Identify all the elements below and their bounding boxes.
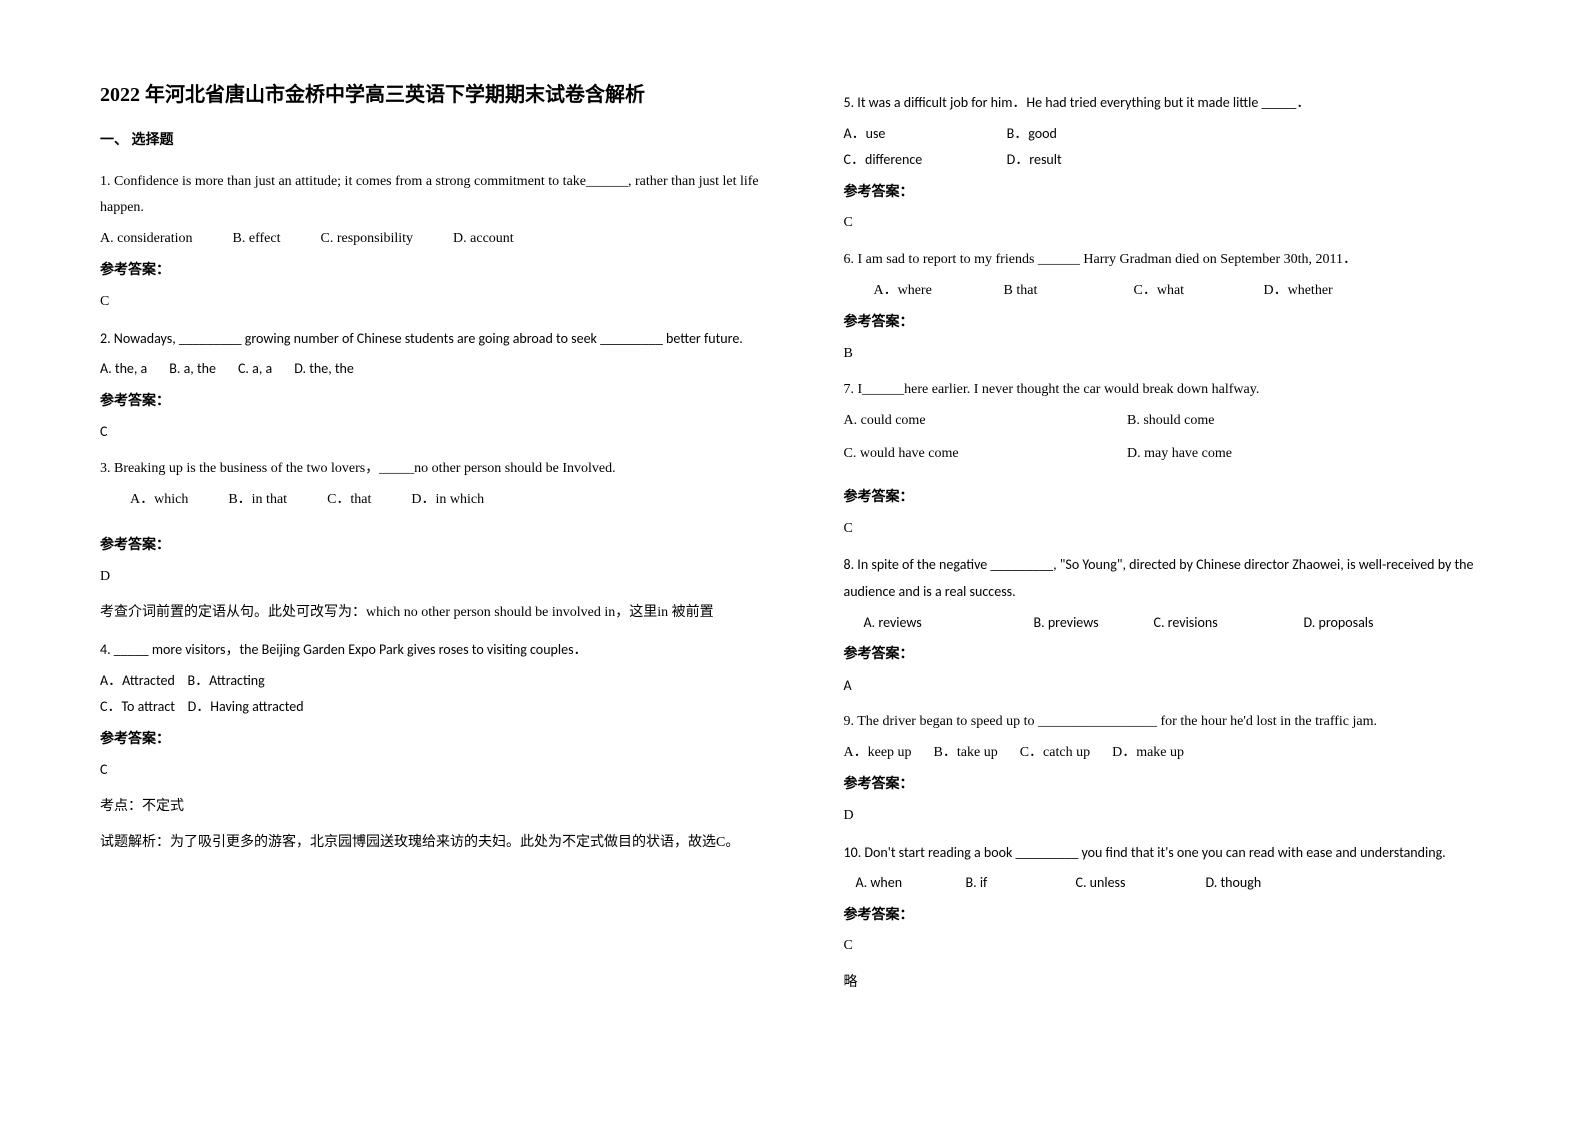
question-5-options-row1: A．use B．good xyxy=(844,121,1528,148)
q6-opt-d: D．whether xyxy=(1264,278,1333,305)
question-4-options-row2: C．To attract D．Having attracted xyxy=(100,694,784,721)
q2-opt-d: D. the, the xyxy=(294,356,354,383)
q6-opt-a: A．where xyxy=(874,278,984,305)
q4-answer: C xyxy=(100,757,784,784)
q2-answer-heading: 参考答案： xyxy=(100,389,784,416)
q10-opt-a: A. when xyxy=(856,870,966,897)
question-3-text: 3. Breaking up is the business of the tw… xyxy=(100,456,784,483)
question-4-text: 4. _____ more visitors，the Beijing Garde… xyxy=(100,637,784,664)
q10-opt-b: B. if xyxy=(966,870,1076,897)
q1-answer: C xyxy=(100,289,784,316)
question-2-text: 2. Nowadays, _________ growing number of… xyxy=(100,326,784,353)
q9-answer: D xyxy=(844,803,1528,830)
question-6-text: 6. I am sad to report to my friends ____… xyxy=(844,247,1528,274)
question-3-options: A．which B．in that C．that D．in which xyxy=(100,487,784,514)
q4-opt-d: D．Having attracted xyxy=(188,698,304,715)
question-10-text: 10. Don't start reading a book _________… xyxy=(844,840,1528,867)
q9-opt-d: D．make up xyxy=(1112,740,1184,767)
q10-extra: 略 xyxy=(844,970,1528,997)
question-10-options: A. when B. if C. unless D. though xyxy=(844,870,1528,897)
q4-answer-heading: 参考答案： xyxy=(100,727,784,754)
q5-opt-d: D．result xyxy=(1007,151,1062,168)
q6-answer: B xyxy=(844,341,1528,368)
question-7-text: 7. I______here earlier. I never thought … xyxy=(844,377,1528,404)
q4-opt-b: B．Attracting xyxy=(187,672,264,689)
q10-opt-c: C. unless xyxy=(1076,870,1206,897)
q5-answer: C xyxy=(844,210,1528,237)
q5-opt-c: C．difference xyxy=(844,147,1004,174)
q3-explain: 考查介词前置的定语从句。此处可改写为：which no other person… xyxy=(100,600,784,627)
q5-opt-b: B．good xyxy=(1007,125,1057,142)
question-5-options-row2: C．difference D．result xyxy=(844,147,1528,174)
q3-opt-b: B．in that xyxy=(228,487,287,514)
q3-opt-d: D．in which xyxy=(411,487,484,514)
q3-answer: D xyxy=(100,564,784,591)
q7-answer: C xyxy=(844,516,1528,543)
q4-opt-c: C．To attract xyxy=(100,698,175,715)
right-column: 5. It was a difficult job for him．He had… xyxy=(814,80,1528,1082)
q7-answer-heading: 参考答案： xyxy=(844,485,1528,512)
q8-opt-c: C. revisions xyxy=(1154,610,1294,637)
section-heading: 一、 选择题 xyxy=(100,128,784,155)
q6-opt-b: B that xyxy=(1004,278,1114,305)
q3-answer-heading: 参考答案： xyxy=(100,533,784,560)
q5-opt-a: A．use xyxy=(844,121,1004,148)
q6-answer-heading: 参考答案： xyxy=(844,310,1528,337)
question-6-options: A．where B that C．what D．whether xyxy=(844,278,1528,305)
q8-opt-a: A. reviews xyxy=(864,610,1024,637)
q3-opt-a: A．which xyxy=(130,487,188,514)
left-column: 2022 年河北省唐山市金桥中学高三英语下学期期末试卷含解析 一、 选择题 1.… xyxy=(100,80,814,1082)
q10-answer: C xyxy=(844,933,1528,960)
q8-opt-d: D. proposals xyxy=(1304,610,1374,637)
q1-opt-b: B. effect xyxy=(233,226,281,253)
question-8-text: 8. In spite of the negative _________, "… xyxy=(844,552,1528,605)
question-7-options-row2: C. would have come D. may have come xyxy=(844,441,1528,468)
exam-title: 2022 年河北省唐山市金桥中学高三英语下学期期末试卷含解析 xyxy=(100,80,784,110)
q1-opt-d: D. account xyxy=(453,226,514,253)
question-5-text: 5. It was a difficult job for him．He had… xyxy=(844,90,1528,117)
q1-opt-a: A. consideration xyxy=(100,226,193,253)
q7-opt-d: D. may have come xyxy=(1127,446,1232,461)
q9-opt-c: C．catch up xyxy=(1020,740,1090,767)
q4-explain2: 试题解析：为了吸引更多的游客，北京园博园送玫瑰给来访的夫妇。此处为不定式做目的状… xyxy=(100,830,784,857)
question-2-options: A. the, a B. a, the C. a, a D. the, the xyxy=(100,356,784,383)
question-9-options: A．keep up B．take up C．catch up D．make up xyxy=(844,740,1528,767)
q2-opt-c: C. a, a xyxy=(238,356,272,383)
q2-opt-a: A. the, a xyxy=(100,356,147,383)
q2-opt-b: B. a, the xyxy=(169,356,216,383)
question-7-options-row1: A. could come B. should come xyxy=(844,408,1528,435)
question-1-options: A. consideration B. effect C. responsibi… xyxy=(100,226,784,253)
q5-answer-heading: 参考答案： xyxy=(844,180,1528,207)
q10-opt-d: D. though xyxy=(1206,870,1262,897)
q4-opt-a: A．Attracted xyxy=(100,672,175,689)
q9-answer-heading: 参考答案： xyxy=(844,772,1528,799)
question-8-options: A. reviews B. previews C. revisions D. p… xyxy=(844,610,1528,637)
q9-opt-a: A．keep up xyxy=(844,740,912,767)
q3-opt-c: C．that xyxy=(327,487,371,514)
q8-answer-heading: 参考答案： xyxy=(844,642,1528,669)
page: 2022 年河北省唐山市金桥中学高三英语下学期期末试卷含解析 一、 选择题 1.… xyxy=(0,0,1587,1122)
q4-explain1: 考点：不定式 xyxy=(100,794,784,821)
question-1-text: 1. Confidence is more than just an attit… xyxy=(100,169,784,222)
q2-answer: C xyxy=(100,419,784,446)
q7-opt-c: C. would have come xyxy=(844,441,1124,468)
q7-opt-a: A. could come xyxy=(844,408,1124,435)
q1-answer-heading: 参考答案： xyxy=(100,258,784,285)
q7-opt-b: B. should come xyxy=(1127,413,1215,428)
q10-answer-heading: 参考答案： xyxy=(844,903,1528,930)
question-4-options-row1: A．Attracted B．Attracting xyxy=(100,668,784,695)
q9-opt-b: B．take up xyxy=(934,740,998,767)
q1-opt-c: C. responsibility xyxy=(320,226,413,253)
question-9-text: 9. The driver began to speed up to _____… xyxy=(844,709,1528,736)
q8-opt-b: B. previews xyxy=(1034,610,1144,637)
q6-opt-c: C．what xyxy=(1134,278,1244,305)
q8-answer: A xyxy=(844,673,1528,700)
